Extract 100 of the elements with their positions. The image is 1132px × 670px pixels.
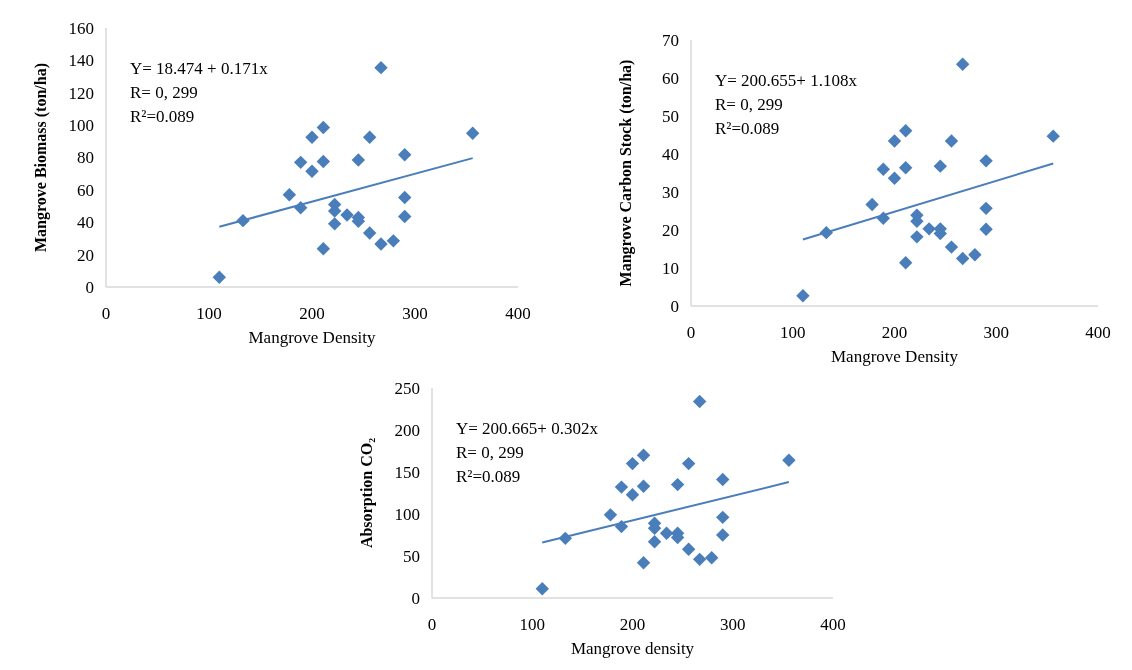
point: [716, 472, 730, 487]
y-axis-title: Mangrove Biomass (ton/ha): [32, 62, 50, 253]
point: [796, 289, 810, 303]
y-tick-label: 60: [77, 180, 94, 200]
x-tick-label: 100: [196, 304, 222, 323]
point: [374, 237, 388, 251]
x-tick-label: 100: [519, 615, 545, 634]
point: [681, 456, 696, 471]
point: [933, 159, 947, 173]
point: [465, 126, 480, 140]
point: [1046, 129, 1060, 143]
point: [898, 160, 913, 175]
y-tick-label: 60: [662, 68, 679, 88]
annotation: R²=0.089: [456, 467, 521, 486]
point: [351, 153, 366, 167]
y-tick-label: 0: [411, 588, 420, 608]
y-tick-label: 120: [68, 83, 94, 103]
point: [955, 251, 970, 266]
point: [362, 226, 377, 240]
point: [944, 240, 959, 254]
y-tick-label: 30: [662, 182, 679, 202]
point: [955, 57, 970, 72]
point: [670, 477, 685, 492]
y-tick-label: 160: [68, 18, 94, 38]
x-tick-label: 100: [780, 323, 806, 342]
x-tick-label: 300: [983, 323, 1009, 342]
x-tick-label: 200: [619, 615, 646, 634]
y-tick-label: 40: [662, 144, 679, 164]
point: [603, 508, 618, 522]
point: [397, 148, 412, 162]
point: [212, 270, 227, 284]
point: [979, 222, 993, 236]
point: [716, 528, 730, 542]
point: [887, 171, 902, 186]
annotation: Y= 200.665+ 0.302x: [456, 419, 599, 438]
point: [659, 526, 674, 541]
annotation: Y= 200.655+ 1.108x: [715, 71, 858, 90]
point: [535, 582, 549, 596]
point: [282, 188, 297, 202]
annotation: Y= 18.474 + 0.171x: [130, 59, 269, 78]
point: [636, 448, 651, 462]
annotation: R= 0, 299: [130, 83, 198, 102]
x-tick-label: 0: [686, 323, 696, 342]
point: [362, 130, 377, 144]
point: [305, 164, 319, 178]
point: [305, 130, 319, 144]
x-tick-label: 200: [299, 304, 325, 323]
y-tick-label: 100: [68, 116, 94, 136]
x-tick-label: 400: [505, 304, 531, 323]
point: [979, 201, 993, 216]
point: [316, 120, 331, 135]
point: [386, 234, 401, 248]
y-tick-label: 70: [662, 30, 679, 50]
y-tick-label: 10: [662, 258, 679, 278]
annotation: R= 0, 299: [715, 95, 783, 114]
point: [636, 556, 651, 570]
x-axis-title: Mangrove Density: [248, 328, 376, 347]
x-axis-title: Mangrove Density: [830, 347, 959, 366]
point: [397, 190, 412, 205]
y-tick-label: 80: [77, 148, 94, 168]
point: [704, 550, 719, 565]
point: [293, 155, 308, 170]
y-tick-label: 150: [394, 462, 420, 482]
point: [397, 209, 412, 224]
point: [625, 487, 640, 502]
annotation: R= 0, 299: [456, 443, 524, 462]
x-tick-label: 300: [402, 304, 428, 323]
point: [910, 230, 924, 244]
y-tick-label: 200: [394, 420, 420, 440]
point: [898, 255, 913, 270]
point: [782, 453, 796, 467]
point: [898, 124, 913, 138]
point: [316, 154, 331, 169]
point: [636, 479, 651, 493]
point: [625, 456, 640, 471]
point: [692, 394, 707, 409]
y-tick-label: 140: [68, 51, 94, 71]
point: [692, 552, 707, 567]
point: [374, 60, 388, 75]
y-tick-label: 20: [77, 245, 94, 265]
point: [865, 197, 879, 212]
y-tick-label: 40: [77, 213, 94, 233]
point: [922, 222, 936, 236]
y-tick-label: 50: [662, 106, 679, 126]
point: [876, 162, 891, 176]
y-tick-label: 20: [662, 220, 679, 240]
y-axis-title: Absorption CO₂: [358, 437, 376, 549]
x-axis-title: Mangrove density: [570, 639, 695, 658]
point: [716, 510, 730, 525]
y-tick-label: 250: [394, 378, 420, 398]
x-tick-label: 400: [820, 615, 846, 634]
x-tick-label: 400: [1085, 323, 1111, 342]
point: [316, 242, 331, 256]
x-tick-label: 300: [720, 615, 746, 634]
y-tick-label: 100: [394, 504, 420, 524]
point: [979, 154, 993, 168]
y-tick-label: 0: [85, 277, 94, 297]
point: [614, 480, 629, 494]
x-tick-label: 200: [881, 323, 908, 342]
annotation: R²=0.089: [715, 119, 780, 138]
